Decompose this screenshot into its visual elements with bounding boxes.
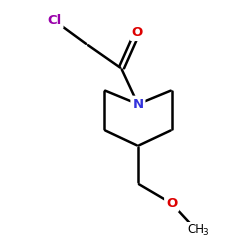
Text: 3: 3 [203,228,208,236]
Text: O: O [132,26,143,39]
Text: Cl: Cl [47,14,62,27]
Text: O: O [166,197,177,210]
Text: N: N [132,98,143,111]
Text: CH: CH [187,223,204,236]
